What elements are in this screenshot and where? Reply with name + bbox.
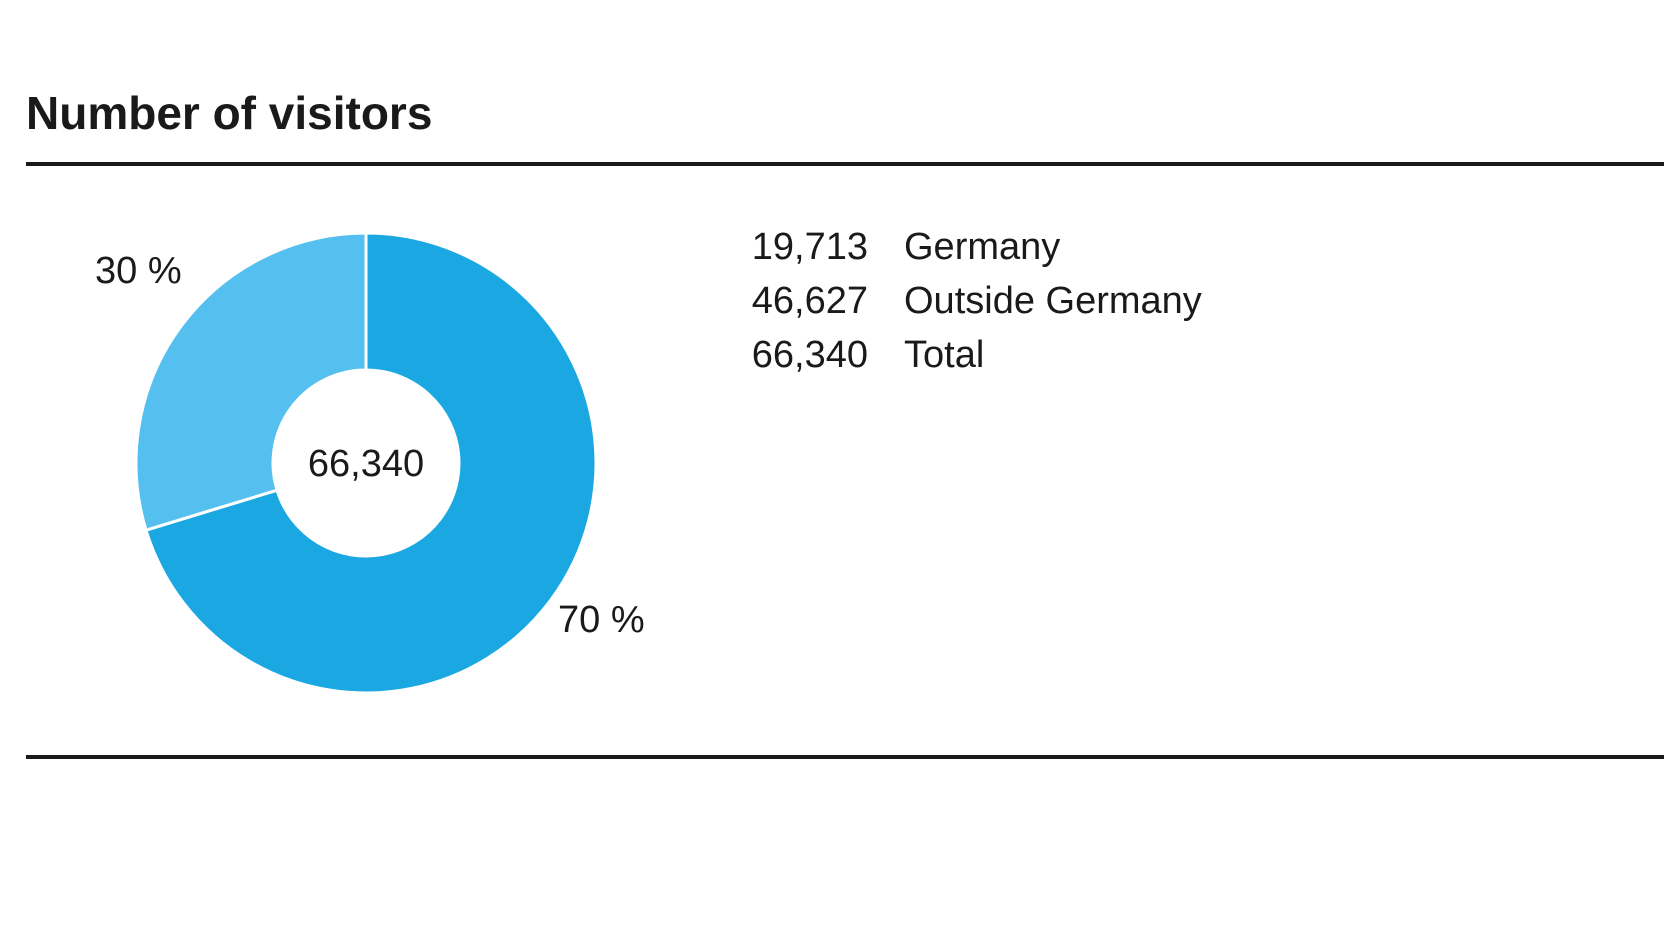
slice-percent-label: 70 %	[558, 599, 645, 641]
legend-row-outside-germany: 46,627 Outside Germany	[700, 274, 1202, 328]
chart-title: Number of visitors	[26, 87, 433, 139]
legend: 19,713 Germany 46,627 Outside Germany 66,3…	[700, 220, 1202, 382]
bottom-divider	[26, 755, 1664, 759]
legend-value: 66,340	[751, 334, 868, 376]
legend-label: Total	[904, 334, 985, 376]
legend-label: Germany	[904, 226, 1061, 268]
legend-row-total: 66,340 Total	[700, 328, 1202, 382]
legend-row-germany: 19,713 Germany	[700, 220, 1202, 274]
donut-slice-outside-germany	[144, 231, 598, 695]
top-divider	[26, 162, 1664, 166]
slice-percent-label: 30 %	[95, 250, 182, 292]
legend-label: Outside Germany	[904, 280, 1202, 322]
legend-value: 19,713	[751, 226, 868, 268]
donut-center-total: 66,340	[308, 443, 424, 485]
legend-value: 46,627	[751, 280, 868, 322]
donut-slice-germany	[134, 231, 368, 533]
